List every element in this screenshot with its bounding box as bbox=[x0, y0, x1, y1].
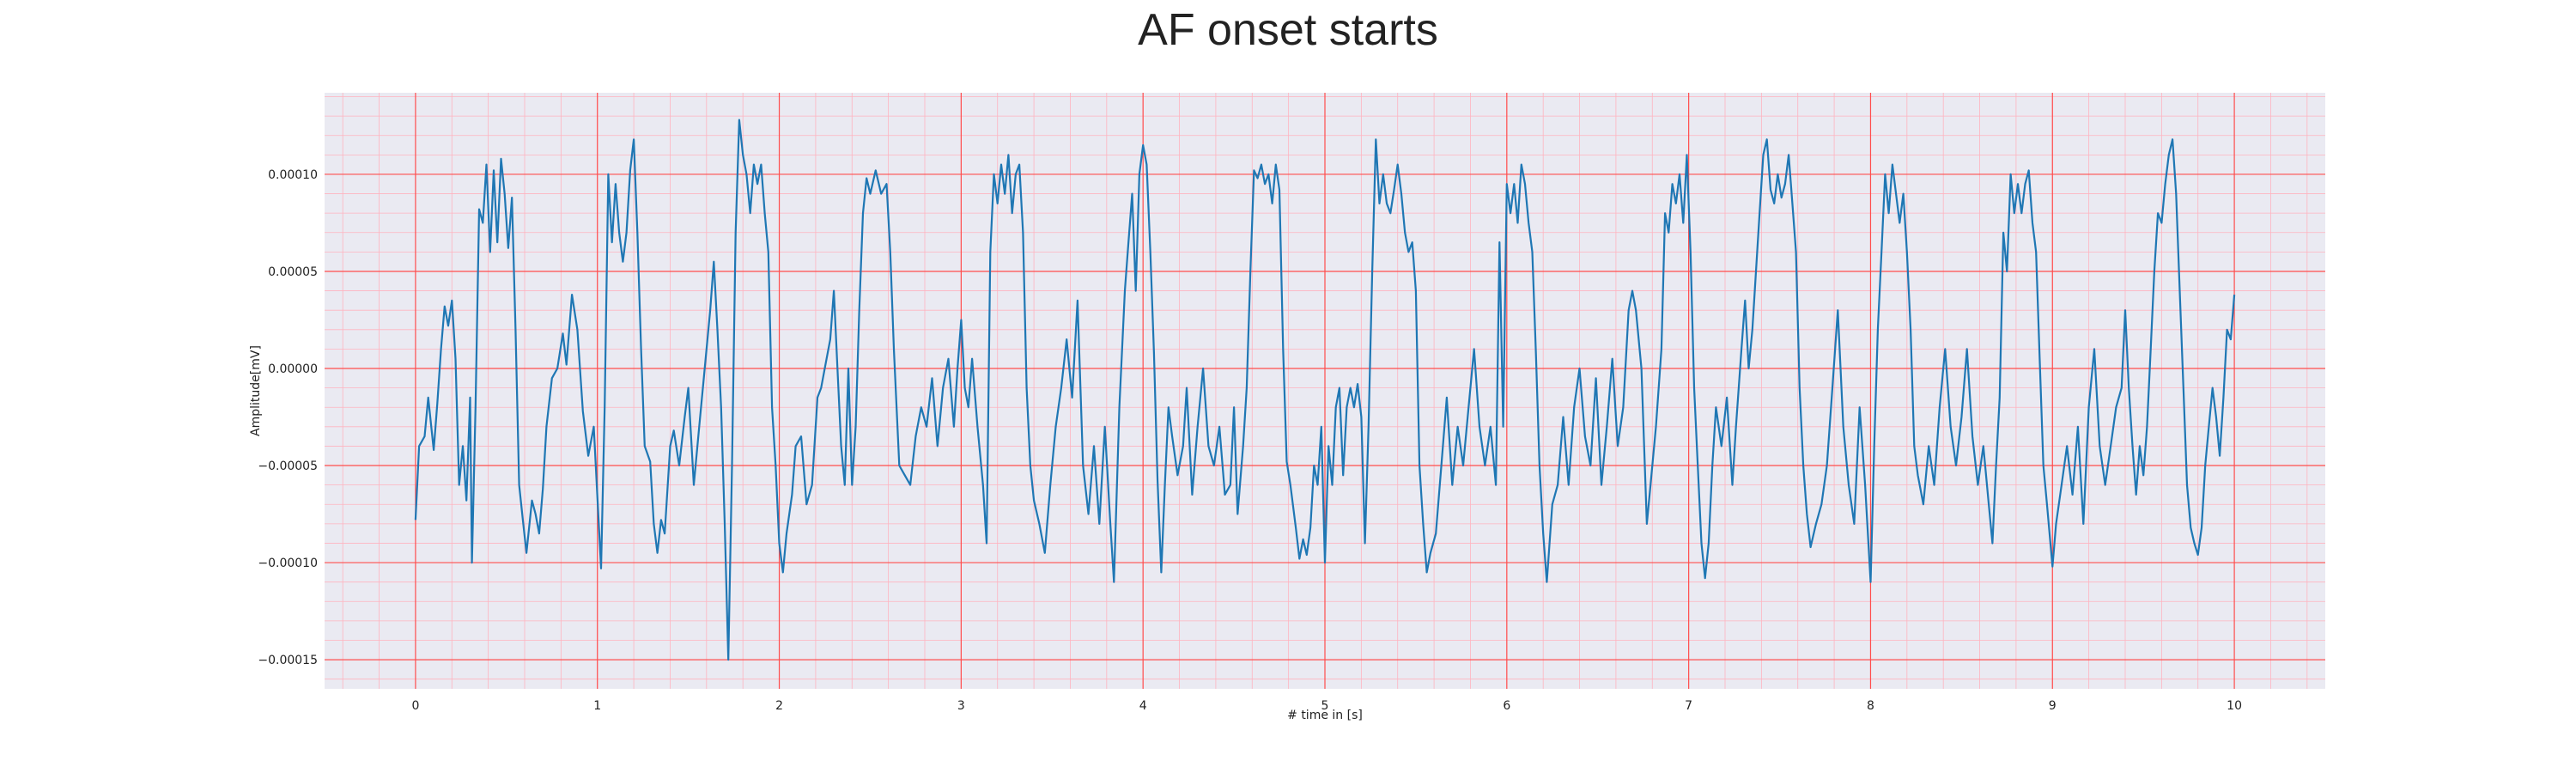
y-axis-ticks: −0.00015 −0.00010 −0.00005 0.00000 0.00005 0.… bbox=[258, 168, 318, 667]
x-tick-label: 3 bbox=[957, 699, 965, 713]
y-tick-label: −0.00005 bbox=[258, 460, 318, 473]
y-axis-label: Amplitude[mV] bbox=[249, 345, 263, 436]
y-tick-label: 0.00010 bbox=[268, 168, 318, 182]
x-tick-label: 5 bbox=[1321, 699, 1329, 713]
x-tick-label: 0 bbox=[411, 699, 419, 713]
x-tick-label: 7 bbox=[1685, 699, 1692, 713]
y-tick-label: 0.00005 bbox=[268, 265, 318, 279]
major-grid bbox=[325, 93, 2325, 689]
x-tick-label: 10 bbox=[2227, 699, 2242, 713]
y-tick-label: 0.00000 bbox=[268, 362, 318, 376]
x-tick-label: 6 bbox=[1503, 699, 1510, 713]
x-axis-ticks: 0 1 2 3 4 5 6 7 8 9 10 bbox=[411, 699, 2242, 713]
x-tick-label: 8 bbox=[1867, 699, 1874, 713]
x-axis-label: # time in [s] bbox=[1287, 709, 1363, 722]
x-tick-label: 2 bbox=[775, 699, 783, 713]
chart-title: AF onset starts bbox=[1138, 5, 1438, 55]
x-tick-label: 4 bbox=[1139, 699, 1147, 713]
series-line bbox=[414, 119, 2236, 661]
x-tick-label: 1 bbox=[593, 699, 601, 713]
x-tick-label: 9 bbox=[2049, 699, 2057, 713]
y-tick-label: −0.00015 bbox=[258, 654, 318, 667]
y-tick-label: −0.00010 bbox=[258, 557, 318, 570]
